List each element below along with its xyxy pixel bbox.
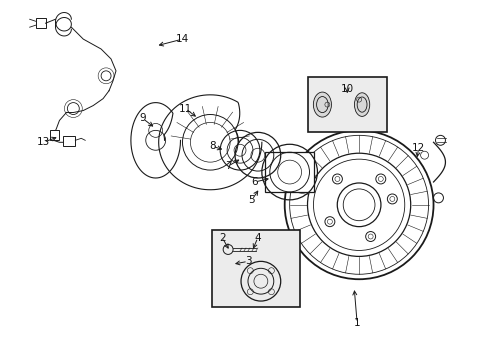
Text: 8: 8 bbox=[208, 141, 215, 151]
Text: 13: 13 bbox=[37, 137, 50, 147]
Bar bbox=[307, 77, 386, 132]
Text: 5: 5 bbox=[248, 195, 255, 205]
Text: 14: 14 bbox=[176, 34, 189, 44]
Bar bbox=[36, 18, 45, 28]
Bar bbox=[212, 230, 299, 307]
Text: 1: 1 bbox=[353, 318, 360, 328]
Text: 6: 6 bbox=[251, 177, 258, 187]
Bar bbox=[264, 152, 314, 192]
Text: 2: 2 bbox=[219, 233, 225, 243]
Bar bbox=[49, 130, 60, 140]
Ellipse shape bbox=[354, 93, 369, 116]
Text: 10: 10 bbox=[340, 84, 353, 94]
Text: 4: 4 bbox=[254, 233, 261, 243]
Bar bbox=[63, 136, 75, 146]
Text: 11: 11 bbox=[179, 104, 192, 113]
Ellipse shape bbox=[313, 92, 331, 117]
Text: 7: 7 bbox=[224, 161, 231, 171]
Text: 12: 12 bbox=[411, 143, 425, 153]
Text: 3: 3 bbox=[244, 256, 251, 266]
Text: 9: 9 bbox=[139, 113, 146, 123]
